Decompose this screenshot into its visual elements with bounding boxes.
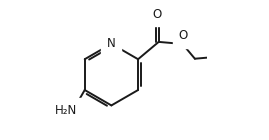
Text: O: O — [153, 8, 162, 21]
Text: N: N — [107, 37, 116, 50]
Text: H₂N: H₂N — [55, 104, 77, 117]
Text: O: O — [179, 29, 188, 42]
